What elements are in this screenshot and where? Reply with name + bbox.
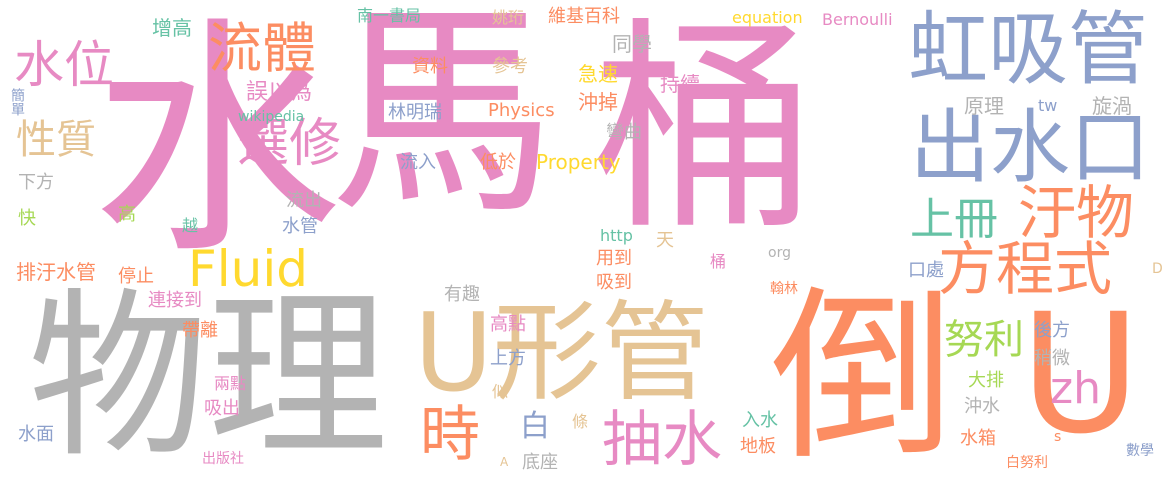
word-wikipedia-zh: 維基百科 (548, 6, 620, 27)
word-flush-away: 沖掉 (578, 90, 618, 114)
word-u-large: U (1020, 278, 1141, 470)
word-property-zh: 性質 (16, 117, 96, 163)
word-physics-en: Physics (488, 100, 555, 121)
word-water-surface: 水面 (18, 424, 54, 445)
word-yao-heng: 姚珩 (492, 8, 525, 27)
word-fluid-en: Fluid (188, 240, 308, 298)
word-physics-zh: 物理 (28, 273, 389, 482)
word-nani-publisher: 南一書局 (357, 6, 422, 25)
word-flush: 沖水 (964, 396, 1000, 417)
word-connect-to: 連接到 (148, 290, 202, 311)
word-hanlin: 翰林 (770, 281, 798, 297)
word-mistaken: 誤以為 (246, 80, 313, 105)
word-d: D (1152, 261, 1163, 277)
word-slightly: 稍微 (1034, 348, 1070, 369)
word-stop: 停止 (118, 266, 154, 287)
word-invert: 倒 (770, 269, 955, 482)
word-sewage-pipe: 排汙水管 (16, 260, 96, 284)
word-water-level: 水位 (14, 36, 114, 94)
word-water: 水 (92, 0, 342, 287)
word-suck-to: 吸到 (596, 272, 632, 293)
word-water-tank: 水箱 (960, 428, 996, 449)
word-big-drain: 大排 (968, 370, 1004, 391)
word-base: 底座 (522, 452, 558, 473)
word-time: 時 (420, 400, 480, 470)
word-white: 白 (520, 409, 550, 444)
word-bucket: 桶 (592, 0, 817, 261)
word-sky: 天 (656, 230, 674, 251)
word-behind: 後方 (1034, 320, 1070, 341)
word-water-inlet: 入水 (742, 410, 778, 431)
word-tw: tw (1038, 96, 1058, 115)
word-property-en: Property (536, 150, 621, 174)
word-bucket-small: 桶 (710, 252, 727, 271)
word-floor: 地板 (740, 436, 776, 457)
word-carry-away: 帶離 (182, 320, 218, 341)
word-bernoulli-part: 努利 (944, 317, 1024, 363)
word-a: A (500, 455, 509, 469)
word-horse: 馬 (330, 0, 555, 245)
word-bend: 彎曲 (606, 122, 642, 143)
word-outflow: 流出 (286, 190, 322, 211)
word-high-point: 高點 (490, 314, 526, 335)
word-continue: 持續 (660, 72, 700, 96)
word-suck-out: 吸出 (204, 398, 240, 419)
word-zh: zh (1050, 363, 1101, 414)
word-fluid-zh: 流體 (208, 17, 316, 80)
word-at-mouth: 口處 (908, 260, 944, 281)
word-high: 高 (118, 204, 136, 225)
word-s: s (1054, 429, 1062, 445)
word-simple: 簡單 (9, 88, 25, 116)
word-principle: 原理 (964, 94, 1004, 118)
word-bernoulli-en: Bernoulli (822, 10, 893, 29)
word-org: org (768, 245, 791, 261)
word-lower-than: 低於 (480, 152, 516, 173)
word-inflow: 流入 (400, 152, 436, 173)
word-pipe: 水管 (282, 216, 318, 237)
word-equation-zh: 方程式 (938, 235, 1113, 303)
word-http: http (600, 226, 633, 245)
word-outlet: 出水口 (910, 101, 1150, 194)
word-pump: 抽水 (602, 405, 722, 475)
word-volume-one: 上冊 (910, 194, 998, 245)
word-similar: 似 (492, 382, 509, 401)
word-wikipedia: wikipedia (238, 109, 305, 125)
word-material: 資料 (412, 56, 448, 77)
word-vortex: 旋渦 (1092, 94, 1132, 118)
word-above: 上方 (490, 348, 526, 369)
word-strip: 條 (572, 412, 589, 431)
word-u-tube: U形管 (414, 291, 710, 416)
word-bernoulli-zh: 白努利 (1006, 455, 1048, 471)
word-two-points: 兩點 (214, 374, 247, 393)
word-fast: 快 (18, 208, 36, 229)
word-classmate: 同學 (612, 32, 652, 56)
word-equation-en: equation (732, 8, 803, 27)
word-reference: 參考 (492, 56, 528, 77)
word-math: 數學 (1126, 443, 1154, 459)
word-elective: 選修 (237, 114, 342, 174)
word-increase: 增高 (152, 16, 192, 40)
word-more: 越 (182, 216, 199, 235)
word-siphon: 虹吸管 (908, 3, 1148, 96)
word-rapid: 急速 (578, 62, 618, 86)
word-interesting: 有趣 (444, 284, 480, 305)
word-use: 用到 (596, 248, 632, 269)
word-publisher: 出版社 (202, 451, 244, 467)
word-lin-mingrui: 林明瑞 (388, 102, 442, 123)
word-below: 下方 (18, 172, 54, 193)
word-waste: 汙物 (1018, 179, 1135, 247)
